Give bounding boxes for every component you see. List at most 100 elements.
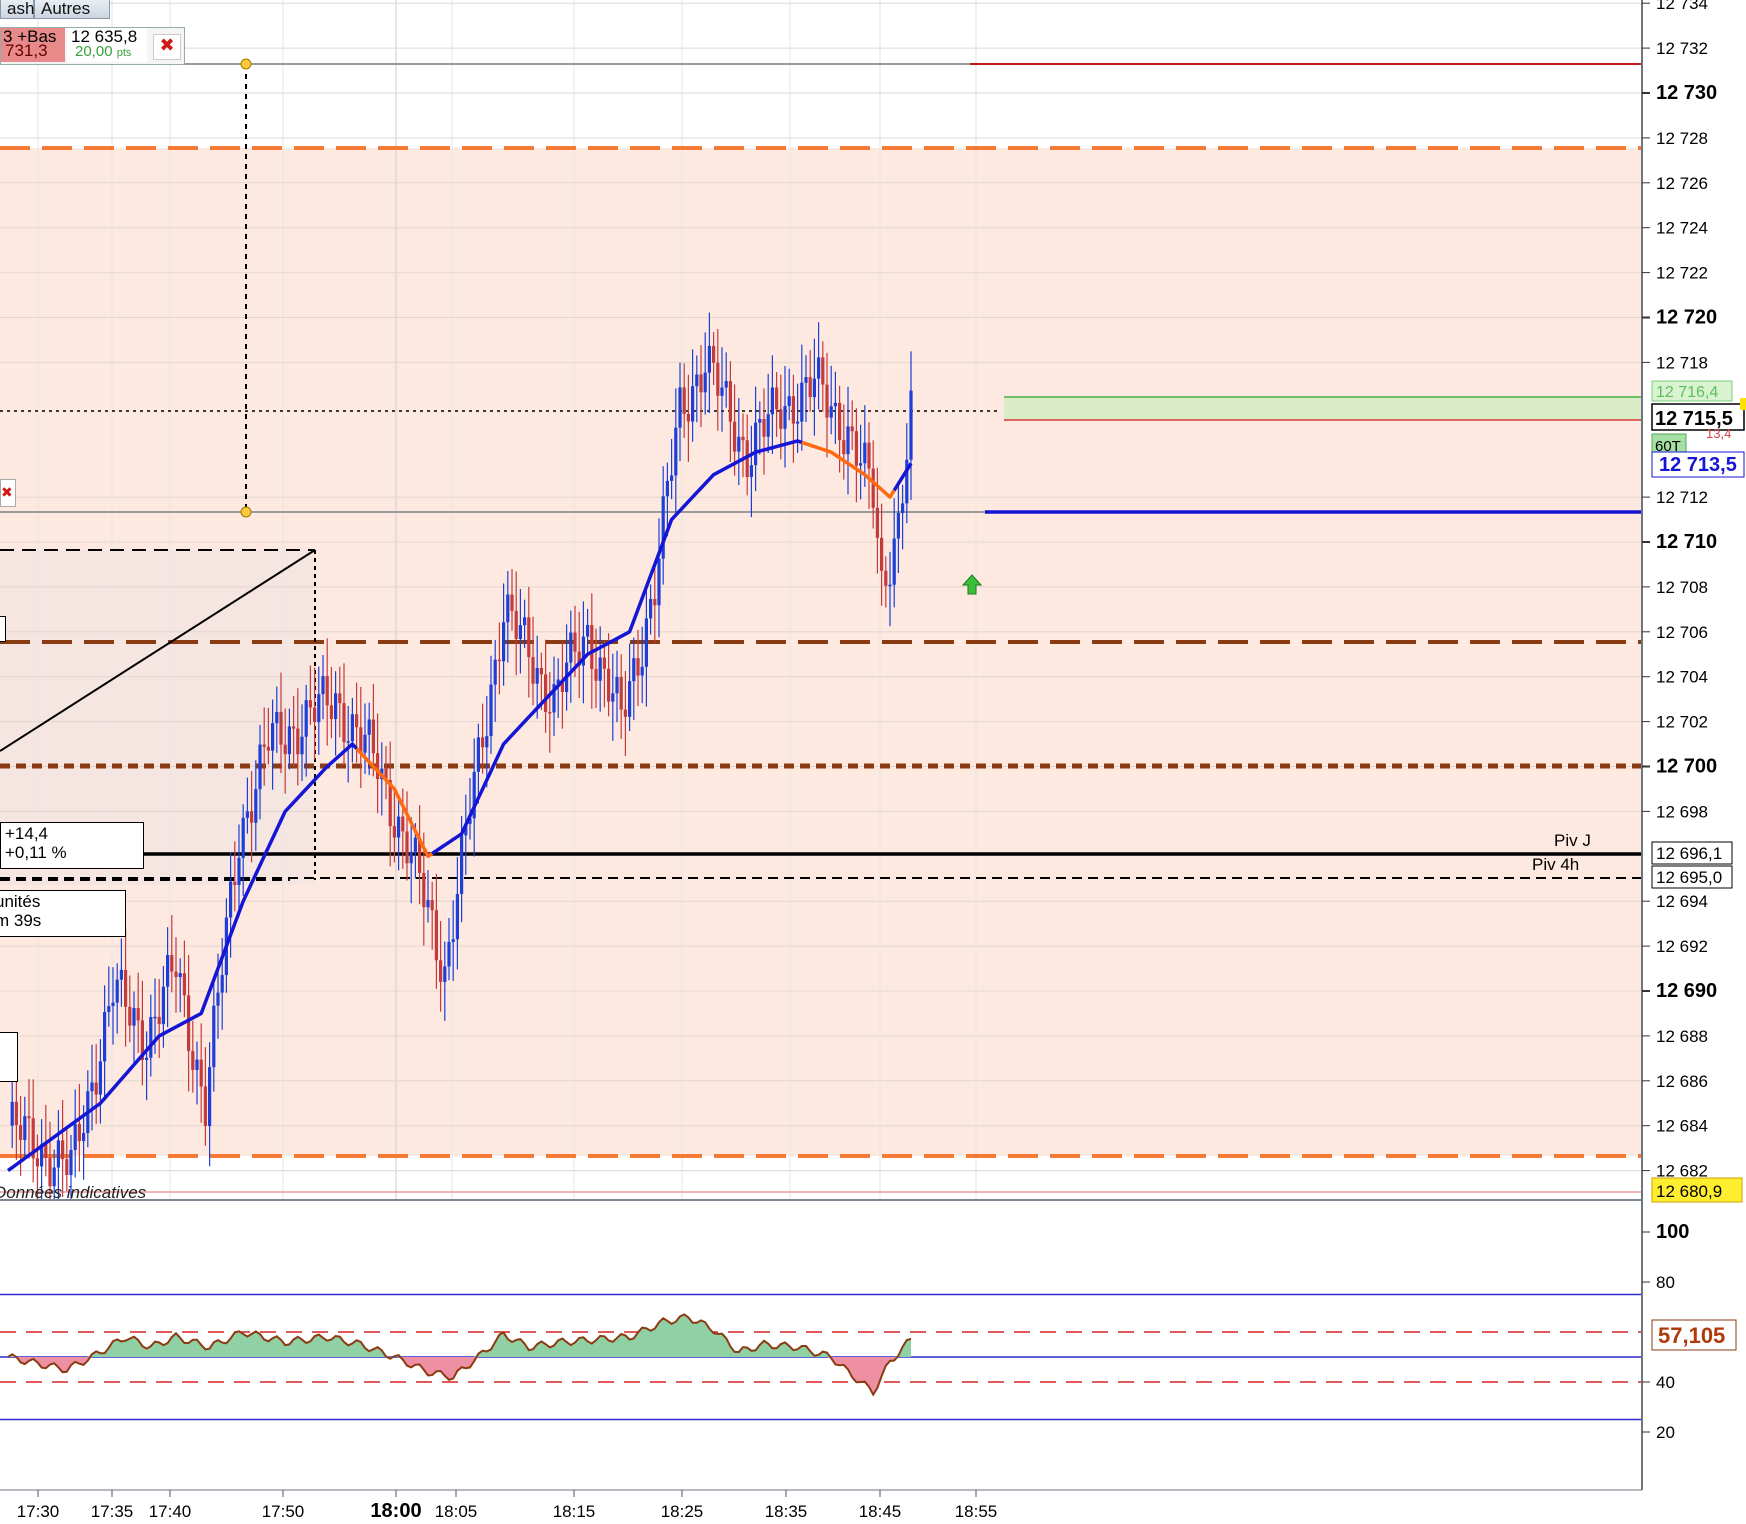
- bottom-price-label: 12 680,9: [1656, 1182, 1722, 1201]
- rsi-fill-down: [8, 1357, 911, 1395]
- candle-body: [161, 986, 165, 1025]
- candle-body: [552, 684, 556, 713]
- candle-body: [863, 442, 867, 464]
- rsi-tick-label: 20: [1656, 1423, 1675, 1442]
- candle-body: [707, 345, 711, 373]
- candle-body: [615, 676, 619, 694]
- candle-body: [115, 979, 119, 1003]
- candle-body: [325, 676, 329, 706]
- candle-body: [174, 971, 178, 978]
- candle-body: [544, 674, 548, 712]
- candle-body: [271, 723, 275, 751]
- candle-body: [296, 728, 300, 755]
- candle-body: [867, 442, 871, 469]
- candle-body: [905, 459, 909, 504]
- candle-body: [670, 475, 674, 481]
- candle-body: [787, 396, 791, 407]
- candle-body: [754, 422, 758, 466]
- candle-body: [376, 753, 380, 780]
- side-marker: [0, 616, 6, 642]
- candle-body: [775, 387, 779, 410]
- candle-body: [140, 1020, 144, 1061]
- candle-body: [191, 1051, 195, 1070]
- overlay-texts: Piv J Piv 4h Données indicatives: [0, 831, 1591, 1202]
- price-tick-label: 12 704: [1656, 668, 1708, 687]
- candle-body: [132, 1008, 136, 1026]
- candle-body: [850, 426, 854, 432]
- candle-body: [82, 1132, 86, 1142]
- candle-body: [607, 668, 611, 702]
- candle-body: [422, 872, 426, 908]
- measure-result-box: +14,4 +0,11 %: [0, 822, 144, 869]
- candle-body: [392, 826, 396, 838]
- anchor-handle-top[interactable]: [240, 58, 252, 70]
- candle-body: [317, 694, 321, 723]
- candle-body: [590, 624, 594, 670]
- ma-segment-up: [892, 462, 913, 492]
- candle-body: [720, 387, 724, 396]
- candle-body: [313, 707, 317, 723]
- candle-body: [523, 617, 527, 626]
- candle-body: [119, 969, 123, 980]
- rsi-line: [7, 1313, 912, 1397]
- candle-body: [686, 413, 690, 422]
- candle-body: [397, 816, 401, 838]
- candle-body: [430, 900, 434, 911]
- close-order-icon[interactable]: ✖: [153, 34, 181, 60]
- candle-body: [73, 1123, 77, 1150]
- candle-body: [321, 676, 325, 695]
- price-tick-label: 12 726: [1656, 174, 1708, 193]
- ma-segment-up: [431, 439, 803, 855]
- tab-heikin-ashi[interactable]: ashi: [0, 0, 38, 19]
- candle-body: [98, 1061, 102, 1095]
- time-tick-label: 18:45: [859, 1502, 902, 1521]
- candle-body: [506, 594, 510, 623]
- close-drawing-icon[interactable]: ✖: [0, 479, 16, 507]
- candle-body: [90, 1082, 94, 1092]
- candle-body: [35, 1158, 39, 1167]
- price-tick-label: 12 702: [1656, 713, 1708, 732]
- up-arrow-icon: [961, 574, 983, 595]
- sell-zone: [1004, 397, 1642, 420]
- candle-body: [485, 736, 489, 748]
- candle-body: [796, 421, 800, 424]
- candle-body: [250, 811, 254, 823]
- candle-body: [829, 406, 833, 418]
- candle-body: [128, 1006, 132, 1026]
- price-tick-label: 12 698: [1656, 802, 1708, 821]
- candle-body: [594, 669, 598, 681]
- candle-body: [640, 666, 644, 676]
- candle-body: [481, 737, 485, 748]
- time-tick-label: 18:35: [765, 1502, 808, 1521]
- candle-body: [153, 1016, 157, 1019]
- candle-body: [212, 1005, 216, 1068]
- candle-body: [514, 610, 518, 639]
- candle-body: [178, 973, 182, 978]
- candle-body: [691, 386, 695, 422]
- candle-body: [531, 657, 535, 684]
- candle-body: [636, 658, 640, 676]
- order-widget[interactable]: 3 +Bas 731,3 12 635,8 20,00 pts ✖: [0, 27, 185, 65]
- candle-body: [733, 421, 737, 452]
- candle-body: [577, 651, 581, 666]
- candle-body: [220, 975, 224, 993]
- candle-body: [804, 377, 808, 383]
- candle-body: [901, 503, 905, 513]
- candle-body: [300, 736, 304, 755]
- candle-body: [409, 851, 413, 864]
- candle-body: [674, 427, 678, 476]
- candle-body: [334, 693, 338, 720]
- candle-body: [779, 409, 783, 429]
- order-direction[interactable]: 3 +Bas 731,3: [1, 28, 65, 62]
- order-price[interactable]: 12 635,8 20,00 pts: [67, 28, 147, 62]
- price-tick-label: 12 720: [1656, 307, 1717, 329]
- candle-body: [388, 779, 392, 827]
- candle-body: [569, 632, 573, 663]
- candle-body: [464, 823, 468, 836]
- ma-segment-up: [6, 742, 358, 1173]
- candle-body: [443, 966, 447, 982]
- candle-body: [19, 1125, 23, 1140]
- anchor-handle-bottom[interactable]: [240, 506, 252, 518]
- candle-body: [439, 960, 443, 982]
- tab-autres[interactable]: Autres: [34, 0, 110, 19]
